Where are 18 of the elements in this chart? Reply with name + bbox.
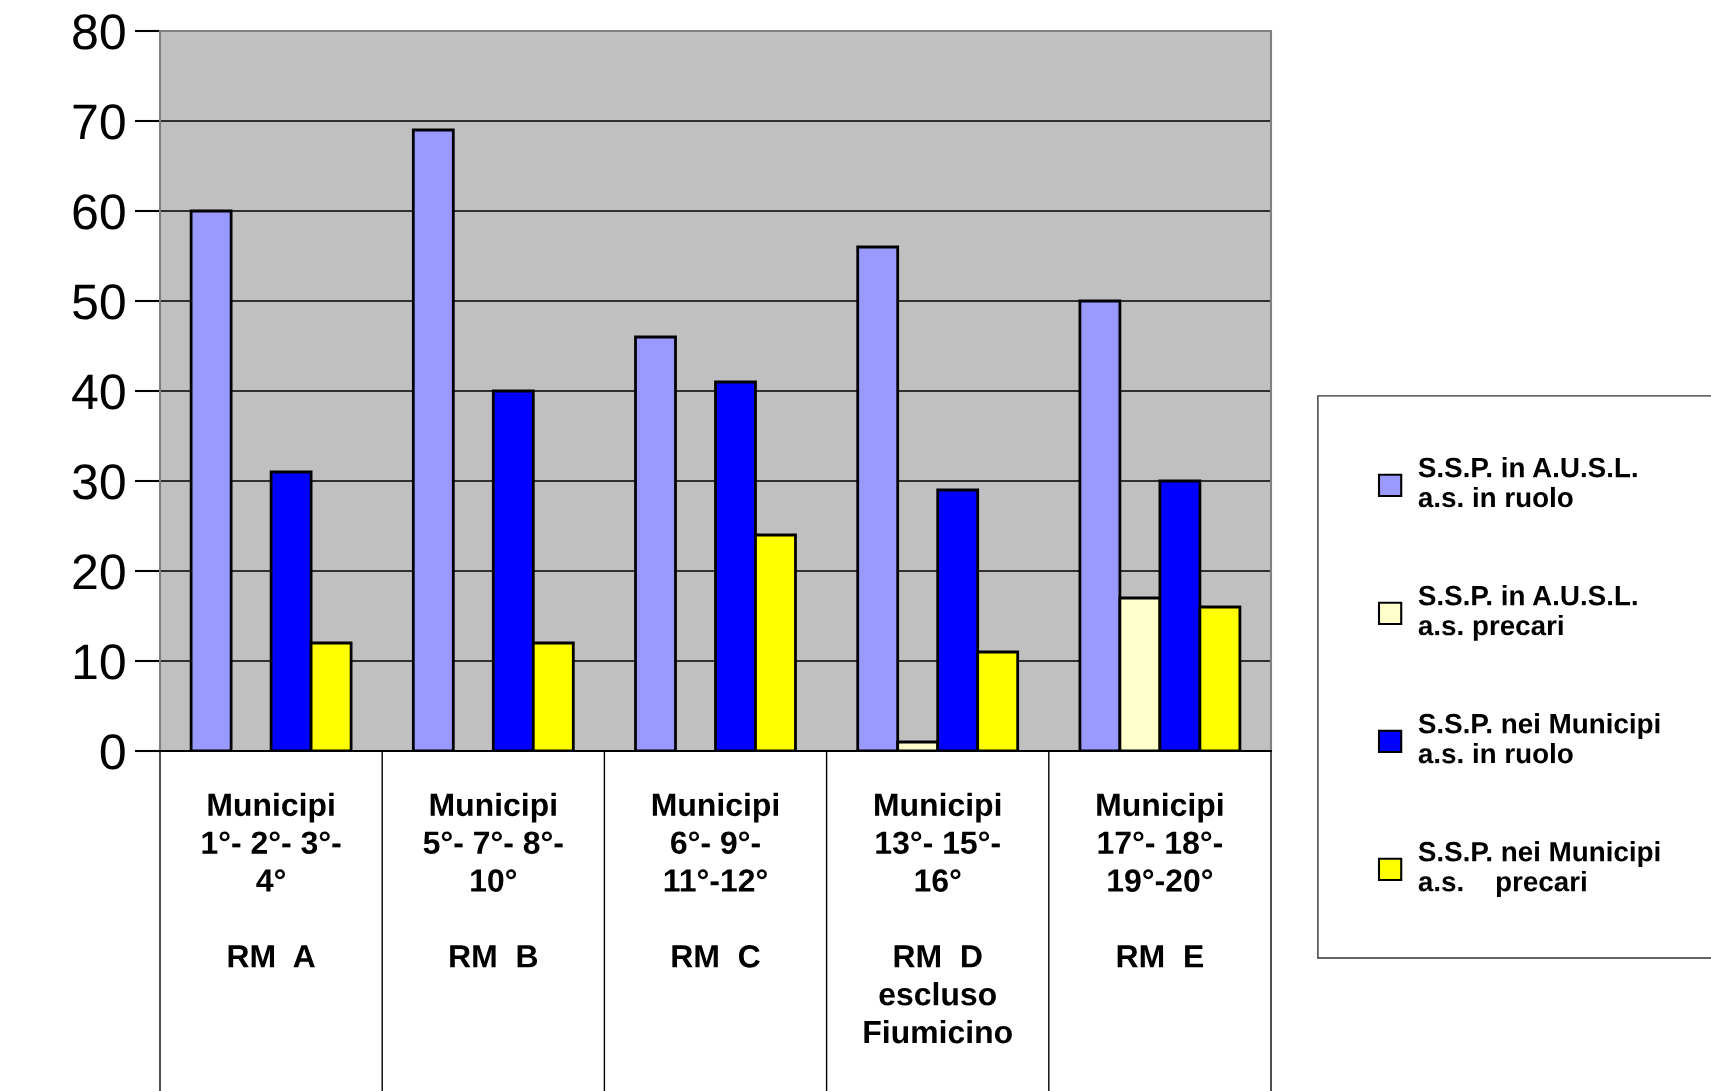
legend-label: S.S.P. nei Municipi a.s. precari <box>1418 841 1660 897</box>
y-tick-label: 10 <box>74 644 125 680</box>
category-label: Municipi 17°- 18°- 19°-20° RM E <box>1097 792 1223 968</box>
category-label: Municipi 13°- 15°- 16° RM D escluso Fiumicino <box>864 792 1012 1044</box>
category-label: Municipi 6°- 9°- 11°-12° RM C <box>652 792 779 968</box>
y-tick-label: 40 <box>72 374 125 410</box>
category-label: Municipi 5°- 7°- 8°- 10° RM B <box>423 792 563 968</box>
legend-label: S.S.P. nei Municipi a.s. in ruolo <box>1418 713 1660 764</box>
y-tick-label: 80 <box>73 14 125 50</box>
category-label: Municipi 1°- 2°- 3°- 4° RM A <box>202 792 341 968</box>
y-tick-label: 50 <box>73 284 125 320</box>
y-tick-label: 0 <box>100 734 125 770</box>
y-tick-label: 30 <box>72 464 125 500</box>
legend-label: S.S.P. in A.U.S.L. a.s. in ruolo <box>1418 457 1637 508</box>
y-tick-label: 20 <box>73 554 125 590</box>
y-tick-label: 60 <box>73 194 125 230</box>
legend-label: S.S.P. in A.U.S.L. a.s. precari <box>1418 585 1637 641</box>
y-tick-label: 70 <box>73 104 125 140</box>
